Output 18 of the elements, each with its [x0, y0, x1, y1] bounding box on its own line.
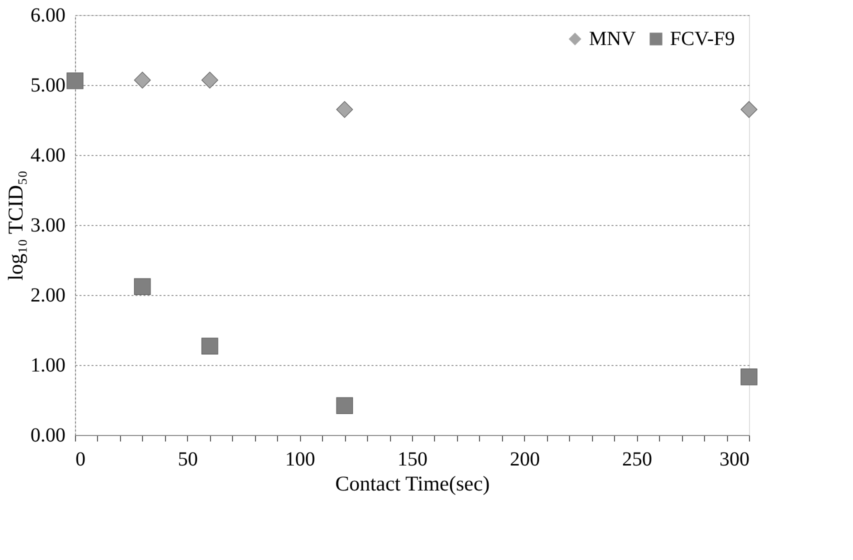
- y-tick-label: 4.00: [30, 144, 66, 166]
- x-axis-title: Contact Time(sec): [335, 472, 490, 496]
- x-tick-label: 150: [398, 448, 428, 470]
- x-tick-label: 300: [720, 448, 750, 470]
- y-tick-label: 0.00: [30, 424, 66, 446]
- y-tick-label: 1.00: [30, 354, 66, 376]
- y-tick-label: 3.00: [30, 214, 66, 236]
- x-tick-label: 100: [285, 448, 316, 470]
- x-tick-label: 50: [178, 448, 198, 470]
- x-tick-label: 250: [622, 448, 652, 470]
- legend-label: FCV-F9: [670, 28, 735, 50]
- y-tick-label: 6.00: [30, 4, 66, 26]
- y-axis-title: log₁₀ TCID₅₀: [4, 170, 28, 280]
- legend-label: MNV: [589, 28, 636, 50]
- x-tick-label: 0: [76, 448, 86, 470]
- y-tick-label: 5.00: [30, 74, 66, 96]
- y-tick-label: 2.00: [30, 284, 66, 306]
- x-tick-label: 200: [510, 448, 540, 470]
